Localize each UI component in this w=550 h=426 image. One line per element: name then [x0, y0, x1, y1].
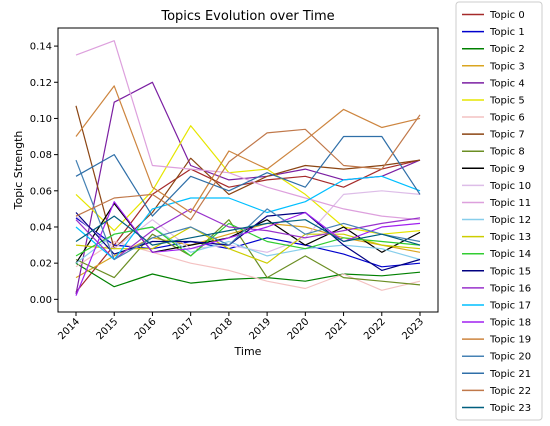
x-tick-label: 2016: [133, 316, 159, 342]
legend: Topic 0 Topic 1 Topic 2 Topic 3 Topic 4 Topic…: [455, 1, 543, 421]
legend-label: Topic 14: [489, 249, 531, 260]
series-line-topic-11: [75, 40, 421, 221]
chart-title: Topics Evolution over Time: [160, 9, 334, 24]
series-line-topic-15: [75, 211, 421, 271]
series-line-topic-18: [75, 201, 421, 296]
legend-label: Topic 8: [489, 147, 525, 158]
legend-label: Topic 19: [489, 335, 531, 346]
series-line-topic-19: [75, 85, 421, 214]
x-axis-ticks: 2014 2015 2016 2017 2018 2019 2020 2021 2022 2023: [56, 312, 426, 342]
legend-label: Topic 4: [489, 78, 525, 89]
series-line-topic-23: [75, 215, 421, 246]
legend-label: Topic 12: [489, 215, 531, 226]
legend-label: Topic 7: [489, 130, 525, 141]
y-tick-label: 0.00: [30, 295, 52, 306]
y-tick-label: 0.14: [30, 42, 52, 53]
legend-label: Topic 9: [489, 164, 525, 175]
legend-label: Topic 17: [489, 300, 531, 311]
legend-label: Topic 0: [489, 10, 525, 21]
y-tick-label: 0.10: [30, 114, 52, 125]
x-tick-label: 2022: [362, 316, 388, 342]
plot-frame: [57, 27, 439, 313]
x-tick-label: 2023: [400, 316, 426, 342]
x-tick-label: 2018: [209, 316, 235, 342]
legend-label: Topic 23: [489, 403, 531, 414]
x-tick-label: 2014: [56, 316, 82, 342]
x-axis-label: Time: [234, 345, 262, 358]
legend-label: Topic 22: [489, 386, 531, 397]
legend-label: Topic 11: [489, 198, 531, 209]
series-line-topic-5: [75, 125, 421, 235]
x-tick-label: 2020: [286, 316, 312, 342]
series-line-topic-21: [75, 135, 421, 217]
legend-label: Topic 21: [489, 369, 531, 380]
x-tick-label: 2019: [247, 316, 273, 342]
legend-label: Topic 6: [489, 113, 525, 124]
x-tick-label: 2015: [95, 316, 121, 342]
series-line-topic-9: [75, 202, 421, 264]
legend-label: Topic 1: [489, 27, 525, 38]
series-line-topic-6: [75, 240, 421, 291]
y-tick-label: 0.06: [30, 186, 52, 197]
y-tick-label: 0.08: [30, 150, 52, 161]
series-line-topic-22: [75, 114, 421, 221]
y-axis-ticks: 0.00 0.02 0.04 0.06 0.08 0.10 0.12 0.14: [30, 42, 58, 306]
series-line-topic-17: [75, 175, 421, 261]
y-tick-label: 0.04: [30, 222, 52, 233]
y-tick-label: 0.02: [30, 259, 52, 270]
legend-label: Topic 3: [489, 61, 525, 72]
y-axis-label: Topic Strength: [12, 131, 25, 211]
legend-label: Topic 20: [489, 352, 531, 363]
series-lines: [75, 40, 421, 296]
x-tick-label: 2017: [171, 316, 197, 342]
legend-label: Topic 16: [489, 283, 531, 294]
legend-label: Topic 13: [489, 232, 531, 243]
legend-label: Topic 5: [489, 95, 525, 106]
series-line-topic-2: [75, 262, 421, 288]
y-tick-label: 0.12: [30, 78, 52, 89]
legend-box: [455, 1, 543, 421]
legend-label: Topic 10: [489, 181, 531, 192]
legend-label: Topic 18: [489, 318, 531, 329]
legend-label: Topic 15: [489, 266, 531, 277]
series-line-topic-16: [75, 208, 421, 261]
x-tick-label: 2021: [324, 316, 350, 342]
legend-label: Topic 2: [489, 44, 525, 55]
